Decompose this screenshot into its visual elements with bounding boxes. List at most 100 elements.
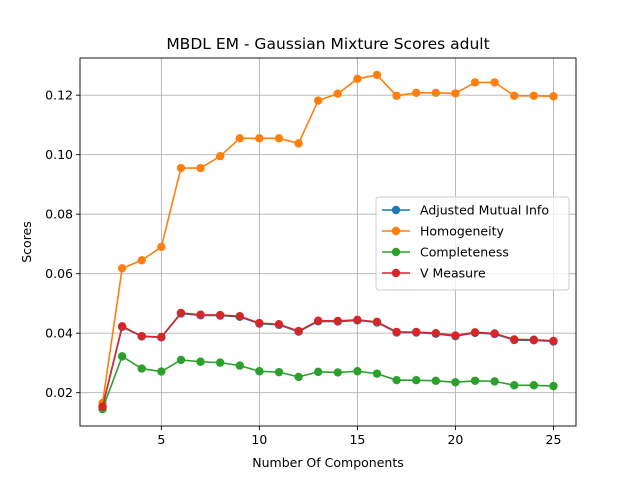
data-point-v-measure [274, 320, 284, 329]
data-point-v-measure [392, 327, 401, 337]
data-point-homogeneity [529, 91, 539, 100]
data-point-completeness [529, 381, 539, 390]
data-point-homogeneity [431, 88, 441, 98]
data-point-completeness [255, 367, 264, 376]
data-point-homogeneity [215, 151, 225, 161]
data-point-completeness [235, 361, 244, 370]
data-point-homogeneity [117, 264, 127, 273]
data-point-completeness [274, 367, 284, 377]
y-tick-label: 0.10 [45, 147, 73, 162]
data-point-homogeneity [137, 256, 146, 265]
data-point-completeness [137, 364, 146, 373]
data-point-v-measure [196, 310, 205, 319]
y-tick-label: 0.12 [45, 88, 73, 103]
data-point-completeness [294, 372, 303, 382]
data-point-homogeneity [274, 134, 284, 143]
data-point-homogeneity [392, 91, 401, 100]
legend-item: Completeness [382, 245, 509, 260]
data-point-completeness [431, 376, 441, 385]
legend-label: Completeness [420, 245, 509, 260]
data-point-homogeneity [333, 89, 343, 98]
data-point-homogeneity [176, 163, 186, 173]
data-point-v-measure [451, 331, 460, 340]
data-point-v-measure [137, 331, 146, 341]
data-point-completeness [549, 381, 558, 391]
data-point-v-measure [255, 318, 264, 328]
data-point-completeness [117, 352, 127, 361]
data-point-v-measure [372, 317, 382, 327]
data-point-homogeneity [510, 91, 519, 100]
data-point-homogeneity [235, 134, 244, 143]
x-axis-label: Number Of Components [252, 455, 403, 470]
data-point-homogeneity [196, 163, 205, 173]
data-point-v-measure [470, 328, 480, 337]
data-point-v-measure [313, 316, 323, 325]
data-point-homogeneity [294, 139, 303, 148]
data-point-completeness [510, 381, 519, 390]
data-point-homogeneity [313, 96, 323, 105]
data-point-completeness [470, 376, 480, 385]
legend-label: Adjusted Mutual Info [420, 203, 549, 218]
plot-frame [79, 57, 577, 427]
data-point-v-measure [235, 312, 244, 321]
data-point-completeness [490, 377, 499, 386]
plot-series [98, 70, 558, 414]
grid [80, 58, 576, 426]
data-point-completeness [333, 368, 343, 377]
legend-swatch-marker [391, 247, 401, 257]
data-point-homogeneity [549, 92, 558, 101]
data-point-completeness [196, 357, 205, 366]
data-point-homogeneity [255, 134, 264, 143]
series-homogeneity [98, 70, 558, 408]
y-axis-label: Scores [19, 221, 34, 263]
data-point-homogeneity [490, 78, 499, 87]
data-point-v-measure [215, 310, 225, 320]
data-point-v-measure [157, 332, 166, 342]
y-tick-label: 0.08 [45, 207, 73, 222]
legend-label: V Measure [420, 266, 486, 281]
data-point-completeness [215, 358, 225, 367]
y-tick-label: 0.06 [45, 266, 73, 281]
x-tick-label: 20 [447, 432, 463, 447]
legend-swatch-marker [391, 226, 401, 236]
data-point-homogeneity [372, 70, 382, 80]
data-point-completeness [353, 367, 362, 376]
x-tick-label: 15 [349, 432, 365, 447]
data-point-completeness [157, 367, 166, 376]
data-point-v-measure [529, 335, 539, 344]
axis-ticks: 5 10 15 20 25 0.02 0.04 0.06 0.08 0.10 0.12 [45, 88, 561, 447]
data-point-homogeneity [157, 242, 166, 252]
legend-swatch-marker [391, 268, 401, 278]
legend-swatch-marker [391, 205, 401, 215]
data-point-homogeneity [353, 74, 362, 84]
y-tick-label: 0.04 [45, 326, 73, 341]
data-point-completeness [451, 378, 460, 387]
data-point-homogeneity [470, 78, 480, 87]
data-point-completeness [313, 367, 323, 377]
data-point-completeness [372, 369, 382, 378]
legend-item: V Measure [382, 266, 486, 281]
x-tick-label: 10 [251, 432, 267, 447]
data-point-v-measure [353, 315, 362, 324]
legend-box [375, 196, 570, 291]
data-point-v-measure [510, 335, 519, 344]
legend: Adjusted Mutual Info Homogeneity Completen… [375, 196, 570, 291]
data-point-v-measure [412, 327, 421, 337]
data-point-v-measure [431, 328, 441, 338]
data-point-homogeneity [412, 88, 421, 98]
data-point-completeness [176, 355, 186, 365]
data-point-v-measure [549, 336, 558, 346]
data-point-v-measure [176, 308, 186, 318]
series-v-measure [98, 308, 558, 411]
chart-title: MBDL EM - Gaussian Mixture Scores adult [166, 35, 489, 53]
legend-item: Adjusted Mutual Info [382, 203, 549, 218]
y-tick-label: 0.02 [45, 385, 73, 400]
data-point-v-measure [98, 402, 107, 411]
legend-item: Homogeneity [382, 224, 504, 239]
data-point-completeness [392, 375, 401, 385]
data-point-v-measure [490, 329, 499, 338]
x-tick-label: 25 [546, 432, 562, 447]
x-tick-label: 5 [157, 432, 165, 447]
data-point-completeness [412, 375, 421, 385]
